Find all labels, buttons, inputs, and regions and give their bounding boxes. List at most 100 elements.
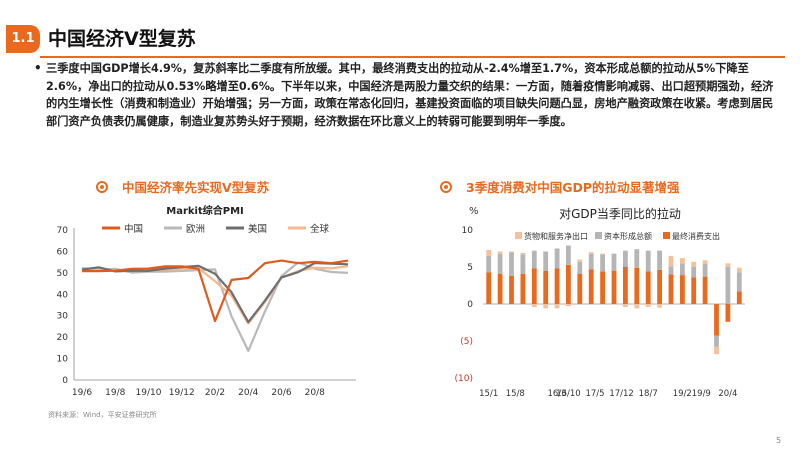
x-tick-label: 19/9 [692,389,711,399]
bar-segment [702,276,708,304]
bar-segment [566,264,571,304]
bar-segment [725,263,731,267]
bar-segment [680,258,685,264]
bar-segment [702,264,708,277]
gdp-chart-title: 对GDP当季同比的拉动 [559,206,681,221]
bar-segment [611,253,617,271]
bar-segment [566,245,571,265]
legend-label-3: 全球 [310,223,330,235]
bar-segment [509,251,514,253]
x-tick-label: 20/2 [205,388,225,398]
bar-segment [509,275,514,304]
bar-segment [554,304,560,309]
y-tick-label: 0 [467,300,473,310]
bar-segment [645,250,651,272]
bar-segment [634,304,640,309]
bar-segment [645,271,651,304]
bar-segment [668,274,674,304]
series-line-1 [81,261,349,352]
page-title: 中国经济V型复苏 [48,28,196,50]
bar-segment [645,304,651,307]
legend-label-1: 欧洲 [186,223,205,235]
bar-segment [588,253,594,270]
x-tick-label: 16/10 [556,389,581,399]
bar-segment [588,269,594,304]
series-line-2 [81,261,349,324]
y-tick-label: 10 [462,226,474,236]
legend-label-2: 美国 [248,223,267,235]
bar-segment [623,267,628,304]
target-icon [440,181,452,193]
bar-segment [543,304,549,309]
bar-segment [623,304,628,307]
bar-segment [714,304,719,336]
left-chart-title-text: 中国经济率先实现V型复苏 [122,180,270,195]
bar-segment [736,291,742,304]
bar-segment [736,272,742,292]
bar-segment [531,250,537,269]
y-tick-label: 30 [57,312,69,322]
bar-segment [520,252,526,255]
bar-segment [486,250,492,256]
right-chart-title: 3季度消费对中国GDP的拉动显著增强 [440,177,680,196]
bar-segment [657,270,662,304]
x-tick-label: 17/12 [609,389,634,399]
x-tick-label: 20/6 [271,388,291,398]
bar-segment [611,270,617,304]
x-tick-label: 19/2 [673,389,692,399]
left-chart-title: 中国经济率先实现V型复苏 [96,177,269,196]
bar-segment [668,255,674,267]
summary-text: 三季度中国GDP增长4.9%，复苏斜率比二季度有所放缓。其中，最终消费支出的拉动… [46,62,774,128]
bar-segment [702,260,708,264]
bar-segment [680,275,685,304]
target-icon [96,181,108,193]
bar-segment [566,304,571,307]
bar-segment [623,250,628,267]
right-chart-title-text: 3季度消费对中国GDP的拉动显著增强 [466,180,680,195]
bar-segment [714,346,719,355]
series-line-0 [82,259,349,323]
bar-segment [554,268,560,304]
bar-segment [497,251,503,254]
x-tick-label: 20/8 [305,388,325,398]
y-tick-label: 50 [57,269,69,279]
bar-segment [588,252,594,254]
bar-segment [543,270,549,304]
bar-segment [554,248,560,269]
source-note: 资料来源：Wind，平安证券研究所 [48,411,157,419]
x-tick-label: 19/10 [136,388,162,398]
bar-segment [657,250,662,270]
x-tick-label: 19/12 [169,388,195,398]
bar-segment [600,254,605,272]
legend-label-1: 资本形成总额 [604,231,652,241]
bar-segment [600,253,605,255]
x-tick-label: 18/7 [639,389,658,399]
bar-segment [543,251,549,271]
bar-segment [714,335,719,347]
bar-segment [520,254,526,274]
x-tick-label: 16/3 [547,389,566,399]
bar-segment [486,255,492,273]
bar-segment [577,273,583,304]
bar-segment [577,261,583,274]
bar-segment [634,267,640,304]
bar-segment [486,272,492,304]
x-tick-label: 19/8 [105,388,125,398]
title-underline [40,56,785,58]
y-tick-label: 10 [57,355,69,365]
bar-segment [577,259,583,262]
y-unit-label: % [469,206,479,217]
bar-segment [736,267,742,273]
bar-segment [497,273,503,304]
x-tick-label: 15/1 [479,389,498,399]
slide-header: 1.1 中国经济V型复苏 [0,8,800,54]
x-tick-label: 19/6 [72,388,92,398]
summary-paragraph: • 三季度中国GDP增长4.9%，复苏斜率比二季度有所放缓。其中，最终消费支出的… [34,60,776,130]
bar-segment [725,267,731,304]
bar-segment [725,304,731,322]
bar-segment [531,268,537,304]
y-tick-label: 0 [62,376,68,386]
bar-segment [531,304,537,307]
bar-segment [657,304,662,308]
